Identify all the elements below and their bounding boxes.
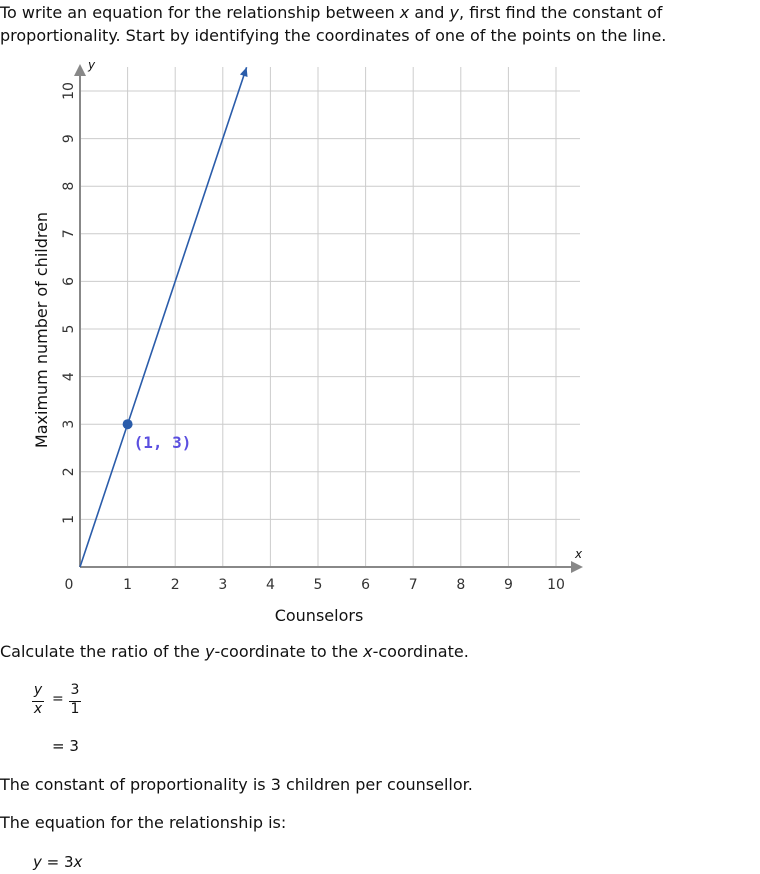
series-line-segment [79,66,248,568]
ratio-numerator: y [33,682,43,698]
series-line-arrow [239,67,248,78]
y-tick-label-4: 4 [61,372,77,381]
x-axis-arrow [571,561,583,573]
value-numerator: 3 [70,682,80,698]
value-fraction: 3 1 [68,682,82,722]
y-tick-label-3: 3 [61,420,77,429]
y-tick-label-10: 10 [61,82,77,100]
x-axis-variable: x [574,547,583,561]
x-tick-label-3: 3 [218,577,227,593]
series-line: (1, 3) [79,66,248,568]
x-tick-label-7: 7 [409,577,418,593]
y-tick-label-1: 1 [61,515,77,524]
x-tick-label-1: 1 [123,577,132,593]
tick-labels: 1 2 3 4 5 6 7 8 9 10 1 2 3 4 5 6 7 8 9 10 0 [61,82,565,593]
y-tick-label-2: 2 [61,467,77,476]
y-tick-label-9: 9 [61,134,77,143]
x-tick-label-2: 2 [171,577,180,593]
equation-intro: The equation for the relationship is: [0,813,287,832]
y-axis-variable: y [87,58,96,72]
x-tick-label-4: 4 [266,577,275,593]
y-axis-label: Maximum number of children [32,212,51,448]
y-tick-label-5: 5 [61,325,77,334]
x-tick-label-5: 5 [314,577,323,593]
value-fraction-bar [69,701,81,702]
data-point [122,419,133,430]
y-tick-label-7: 7 [61,229,77,238]
intro-paragraph: To write an equation for the relationshi… [0,3,667,45]
ratio-result: = 3 [52,737,79,755]
ratio-equals: = [52,691,64,707]
x-tick-label-9: 9 [504,577,513,593]
ratio-fraction-bar [32,701,44,702]
x-axis-label: Counselors [275,606,364,625]
data-point-label: (1, 3) [134,433,192,452]
ratio-denominator: x [33,701,43,717]
y-tick-label-6: 6 [61,277,77,286]
axes: xy [74,58,583,573]
origin-label: 0 [65,577,74,593]
y-tick-label-8: 8 [61,182,77,191]
x-tick-label-8: 8 [456,577,465,593]
equation: y = 3x [33,853,83,871]
calc-instruction: Calculate the ratio of the y-coordinate … [0,642,469,661]
x-tick-label-6: 6 [361,577,370,593]
grid [80,67,580,567]
y-axis-arrow [74,64,86,76]
ratio-fraction: y x [31,682,45,722]
constant-statement: The constant of proportionality is 3 chi… [0,775,473,794]
value-denominator: 1 [70,701,80,717]
x-tick-label-10: 10 [547,577,565,593]
